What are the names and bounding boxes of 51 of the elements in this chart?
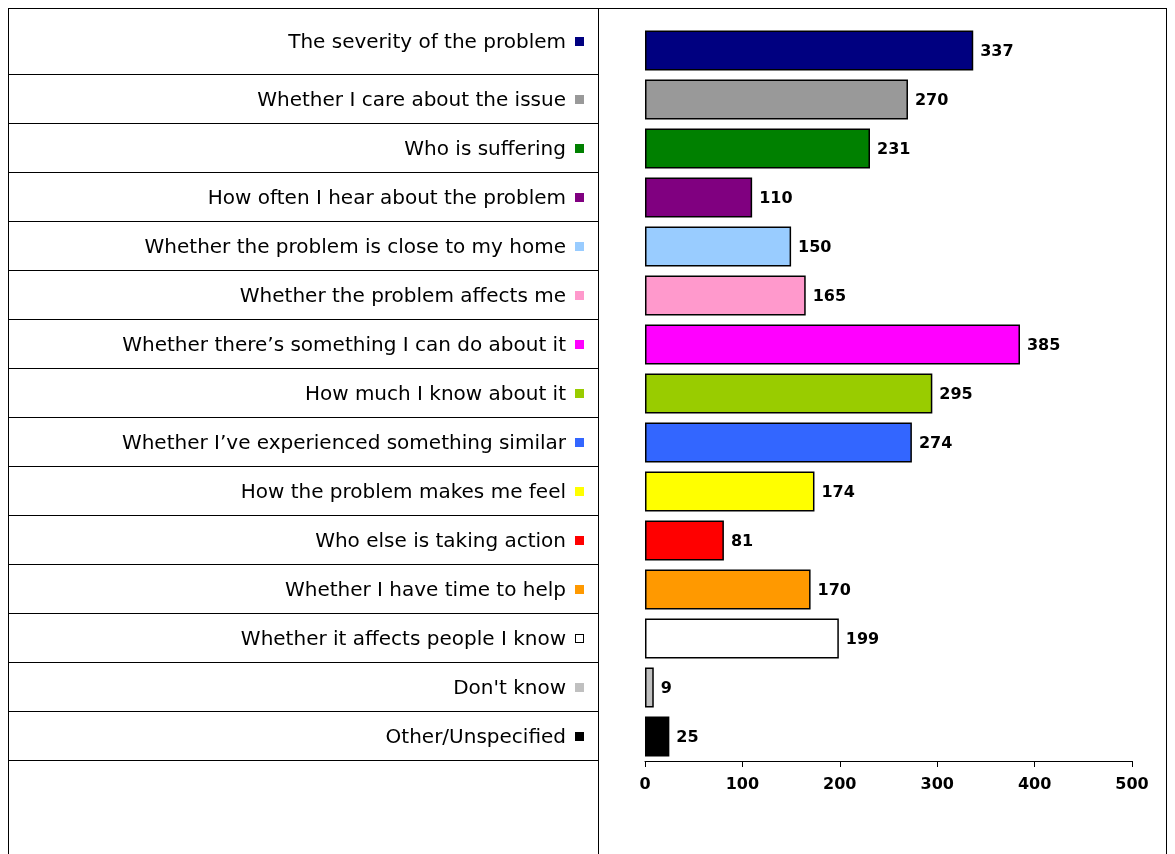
data-label: 81: [730, 531, 754, 550]
data-label: 385: [1026, 335, 1061, 354]
y-tick-label: How much I know about it: [304, 381, 566, 405]
bar: [645, 79, 908, 120]
data-label: 337: [980, 41, 1014, 60]
y-tick-label: Whether I care about the issue: [257, 87, 566, 111]
y-tick-label: Whether it affects people I know: [240, 626, 566, 650]
bar: [645, 177, 753, 218]
data-label: 199: [845, 629, 880, 648]
y-tick-label: Whether I’ve experienced something similar: [121, 430, 566, 454]
y-tick-label: Who else is taking action: [315, 528, 566, 552]
data-label: 9: [660, 678, 672, 697]
data-label: 274: [918, 433, 953, 452]
x-tick-label: 0: [639, 773, 651, 793]
y-tick-label: Other/Unspecified: [385, 724, 566, 748]
bar: [645, 667, 654, 708]
y-tick-label: The severity of the problem: [288, 29, 566, 53]
data-label: 270: [914, 90, 949, 109]
x-tick-label: 500: [1115, 773, 1149, 793]
data-label: 174: [821, 482, 855, 501]
data-label: 165: [812, 286, 847, 305]
bar: [645, 373, 933, 414]
y-tick-label: Whether I have time to help: [284, 577, 566, 601]
x-tick-label: 100: [725, 773, 760, 793]
y-tick-label: How the problem makes me feel: [240, 479, 566, 503]
y-tick-label: Whether the problem is close to my home: [144, 234, 566, 258]
bar: [645, 324, 1020, 365]
data-label: 170: [817, 580, 851, 599]
bar: [645, 226, 792, 267]
y-tick-label: Whether there’s something I can do about it: [122, 332, 566, 356]
bar: [645, 520, 724, 561]
data-label: 25: [676, 727, 699, 746]
data-label: 150: [798, 237, 832, 256]
data-label: 295: [939, 384, 973, 403]
x-tick-label: 300: [920, 773, 954, 793]
bar: [645, 30, 974, 71]
y-tick-label: Don't know: [453, 675, 566, 699]
data-label: 231: [876, 139, 911, 158]
y-tick-label: How often I hear about the problem: [207, 185, 566, 209]
bar: [645, 128, 870, 169]
bar: [645, 471, 815, 512]
data-label: 110: [759, 188, 793, 207]
y-tick-label: Whether the problem affects me: [239, 283, 566, 307]
x-tick-label: 400: [1017, 773, 1052, 793]
y-tick-label: Who is suffering: [404, 136, 566, 160]
x-tick-label: 200: [823, 773, 857, 793]
bar: [645, 569, 811, 610]
bar: [645, 716, 670, 757]
bar: [645, 618, 839, 659]
bar: [645, 275, 806, 316]
bar: [645, 422, 912, 463]
